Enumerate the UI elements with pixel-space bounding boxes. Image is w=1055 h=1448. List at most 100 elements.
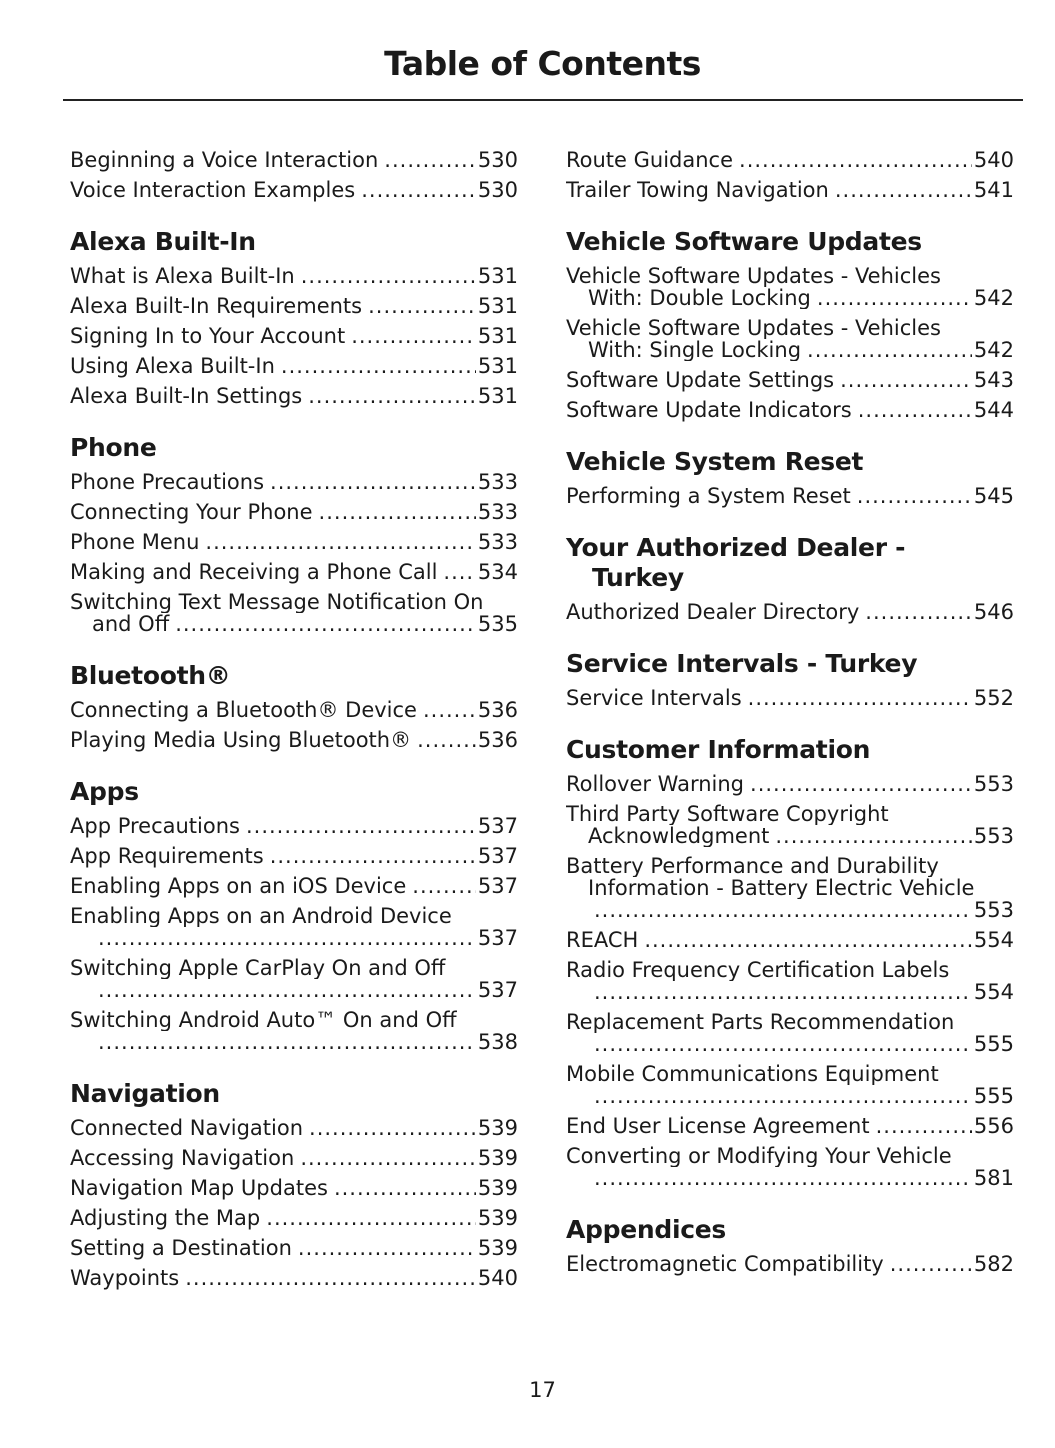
entry-title: Vehicle Software Updates - Vehicles: [566, 317, 941, 339]
entry-title-cont: Acknowledgment: [588, 825, 770, 847]
heading-text: Apps: [70, 777, 139, 806]
entry-line: Navigation Map Updates 539: [70, 1173, 518, 1203]
entry-page: 536: [477, 698, 518, 722]
section-heading[interactable]: Alexa Built-In: [70, 227, 518, 257]
entry-page: 545: [973, 484, 1014, 508]
entry-line: Service Intervals 552: [566, 683, 1014, 713]
toc-entry[interactable]: Beginning a Voice Interaction 530: [70, 145, 518, 175]
toc-entry[interactable]: Electromagnetic Compatibility 582: [566, 1249, 1014, 1279]
toc-entry[interactable]: App Requirements 537: [70, 841, 518, 871]
section-heading[interactable]: Navigation: [70, 1079, 518, 1109]
toc-entry[interactable]: Phone Menu 533: [70, 527, 518, 557]
entry-line: Connecting a Bluetooth® Device 536: [70, 695, 518, 725]
toc-entry[interactable]: Performing a System Reset 545: [566, 481, 1014, 511]
entry-title-cont: With: Single Locking: [588, 339, 802, 361]
toc-entry[interactable]: Voice Interaction Examples 530: [70, 175, 518, 205]
entry-line: Setting a Destination 539: [70, 1233, 518, 1263]
toc-entry[interactable]: App Precautions 537: [70, 811, 518, 841]
toc-entry[interactable]: Switching Text Message Notification On an…: [70, 587, 518, 639]
toc-entry[interactable]: Adjusting the Map 539: [70, 1203, 518, 1233]
dot-leader: [98, 1031, 476, 1053]
section-heading[interactable]: Vehicle System Reset: [566, 447, 1014, 477]
entry-page: 531: [477, 384, 518, 408]
toc-entry[interactable]: Waypoints 540: [70, 1263, 518, 1293]
dot-leader: [739, 145, 972, 175]
toc-entry[interactable]: Software Update Indicators 544: [566, 395, 1014, 425]
section-heading[interactable]: Customer Information: [566, 735, 1014, 765]
section-heading[interactable]: Bluetooth®: [70, 661, 518, 691]
toc-entry[interactable]: Alexa Built-In Settings 531: [70, 381, 518, 411]
dot-leader: [748, 683, 972, 713]
toc-entry[interactable]: REACH 554: [566, 925, 1014, 955]
section-heading[interactable]: Service Intervals - Turkey: [566, 649, 1014, 679]
toc-entry[interactable]: Trailer Towing Navigation 541: [566, 175, 1014, 205]
toc-entry[interactable]: Connecting Your Phone 533: [70, 497, 518, 527]
entry-title: App Precautions: [70, 814, 240, 838]
toc-entry[interactable]: Route Guidance 540: [566, 145, 1014, 175]
entry-line: Making and Receiving a Phone Call 534: [70, 557, 518, 587]
entry-line: Electromagnetic Compatibility 582: [566, 1249, 1014, 1279]
toc-entry[interactable]: Accessing Navigation 539: [70, 1143, 518, 1173]
dot-leader: [361, 175, 476, 205]
toc-entry[interactable]: Enabling Apps on an Android Device 537: [70, 901, 518, 953]
toc-entry[interactable]: Third Party Software Copyright Acknowledg…: [566, 799, 1014, 851]
entry-line: Rollover Warning 553: [566, 769, 1014, 799]
section-heading[interactable]: Apps: [70, 777, 518, 807]
toc-entry[interactable]: What is Alexa Built-In 531: [70, 261, 518, 291]
toc-entry[interactable]: Mobile Communications Equipment 555: [566, 1059, 1014, 1111]
entry-line: Replacement Parts Recommendation: [566, 1011, 1014, 1033]
entry-line: Converting or Modifying Your Vehicle: [566, 1145, 1014, 1167]
toc-entry[interactable]: Phone Precautions 533: [70, 467, 518, 497]
toc-entry[interactable]: Replacement Parts Recommendation 555: [566, 1007, 1014, 1059]
toc-entry[interactable]: Connected Navigation 539: [70, 1113, 518, 1143]
toc-entry[interactable]: Playing Media Using Bluetooth® 536: [70, 725, 518, 755]
toc-entry[interactable]: Battery Performance and Durability Inform…: [566, 851, 1014, 925]
entry-line: 581: [566, 1167, 1014, 1189]
entry-title: Using Alexa Built-In: [70, 354, 275, 378]
toc-entry[interactable]: Software Update Settings 543: [566, 365, 1014, 395]
entry-page: 530: [477, 148, 518, 172]
dot-leader: [98, 979, 476, 1001]
toc-entry[interactable]: Alexa Built-In Requirements 531: [70, 291, 518, 321]
section-heading[interactable]: Your Authorized Dealer - Turkey: [566, 533, 1014, 593]
toc-entry[interactable]: Converting or Modifying Your Vehicle 581: [566, 1141, 1014, 1193]
toc-entry[interactable]: Authorized Dealer Directory 546: [566, 597, 1014, 627]
section-heading[interactable]: Vehicle Software Updates: [566, 227, 1014, 257]
toc-entry[interactable]: Service Intervals 552: [566, 683, 1014, 713]
toc-entry[interactable]: Setting a Destination 539: [70, 1233, 518, 1263]
entry-title: Replacement Parts Recommendation: [566, 1011, 955, 1033]
entry-line: 555: [566, 1085, 1014, 1107]
entry-line: Signing In to Your Account 531: [70, 321, 518, 351]
toc-entry[interactable]: Connecting a Bluetooth® Device 536: [70, 695, 518, 725]
section-heading[interactable]: Appendices: [566, 1215, 1014, 1245]
toc-entry[interactable]: Switching Android Auto™ On and Off 538: [70, 1005, 518, 1057]
entry-line: Connected Navigation 539: [70, 1113, 518, 1143]
entry-title: Connecting a Bluetooth® Device: [70, 698, 417, 722]
entry-title: Performing a System Reset: [566, 484, 851, 508]
toc-entry[interactable]: Switching Apple CarPlay On and Off 537: [70, 953, 518, 1005]
heading-text: Phone: [70, 433, 157, 462]
dot-leader: [858, 395, 972, 425]
entry-page: 552: [973, 686, 1014, 710]
toc-entry[interactable]: End User License Agreement 556: [566, 1111, 1014, 1141]
toc-entry[interactable]: Radio Frequency Certification Labels 554: [566, 955, 1014, 1007]
toc-section: Apps App Precautions 537 App Requirements 53…: [70, 777, 518, 1057]
toc-entry[interactable]: Rollover Warning 553: [566, 769, 1014, 799]
toc-entry[interactable]: Enabling Apps on an iOS Device 537: [70, 871, 518, 901]
toc-section: Beginning a Voice Interaction530Voice In…: [70, 145, 518, 205]
entry-title: REACH: [566, 928, 639, 952]
toc-entry[interactable]: Signing In to Your Account 531: [70, 321, 518, 351]
toc-entry[interactable]: Vehicle Software Updates - Vehicles With:…: [566, 313, 1014, 365]
section-heading[interactable]: Phone: [70, 433, 518, 463]
right-column: Route Guidance 540 Trailer Towing Navigati…: [566, 145, 1014, 1301]
entry-page: 531: [477, 354, 518, 378]
toc-entry[interactable]: Making and Receiving a Phone Call 534: [70, 557, 518, 587]
entry-page: 542: [973, 339, 1014, 361]
toc-entry[interactable]: Using Alexa Built-In 531: [70, 351, 518, 381]
toc-entry[interactable]: Vehicle Software Updates - Vehicles With:…: [566, 261, 1014, 313]
dot-leader: [412, 871, 476, 901]
entry-page: 537: [477, 814, 518, 838]
toc-entry[interactable]: Navigation Map Updates 539: [70, 1173, 518, 1203]
entry-line: 537: [70, 927, 518, 949]
